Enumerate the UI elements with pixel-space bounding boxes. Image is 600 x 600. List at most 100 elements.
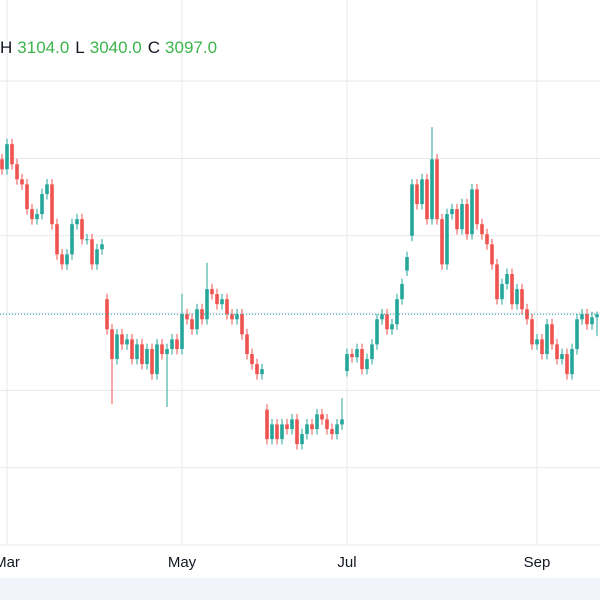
candle-body (380, 314, 384, 320)
candle-body (460, 204, 464, 230)
candle-body (590, 317, 594, 325)
candle-body (85, 239, 89, 241)
candle-body (555, 344, 559, 360)
candle-body (455, 209, 459, 230)
candle-body (550, 324, 554, 345)
candle-body (470, 189, 474, 235)
candle-body (350, 354, 354, 358)
candle-body (20, 179, 24, 185)
candle-body (120, 334, 124, 345)
candle-body (95, 249, 99, 265)
candle-body (285, 424, 289, 430)
x-tick-label: May (168, 554, 197, 571)
candle-body (385, 314, 389, 330)
candle-body (210, 289, 214, 295)
candle-body (410, 184, 414, 236)
candle-body (160, 344, 164, 355)
candle-body (560, 354, 564, 360)
candle-body (5, 144, 9, 170)
candle-body (80, 219, 84, 240)
candle-body (290, 419, 294, 430)
candle-body (535, 339, 539, 345)
candle-body (145, 349, 149, 365)
candle-body (55, 224, 59, 255)
candle-body (370, 344, 374, 360)
ohlc-key: L (75, 38, 85, 57)
candle-body (360, 349, 364, 370)
candle-body (205, 289, 209, 320)
candle-body (140, 344, 144, 365)
candle-body (320, 414, 324, 420)
candle-body (420, 179, 424, 205)
candle-body (530, 319, 534, 345)
candle-body (155, 344, 159, 375)
candle-body (175, 339, 179, 350)
candle-body (195, 309, 199, 330)
candle-body (255, 364, 259, 375)
candle-body (485, 234, 489, 245)
candle-body (230, 314, 234, 320)
candle-body (30, 209, 34, 220)
candle-body (405, 257, 409, 271)
candle-body (225, 299, 229, 315)
candle-body (135, 344, 139, 360)
candle-body (265, 409, 269, 440)
candle-body (60, 254, 64, 265)
candle-body (90, 239, 94, 265)
candle-body (0, 159, 4, 170)
candle-body (115, 334, 119, 360)
candle-body (220, 299, 224, 305)
candle-body (215, 294, 219, 305)
candle-body (540, 339, 544, 355)
candle-body (415, 184, 419, 205)
candle-body (575, 319, 579, 350)
ohlc-value: 3040.0 (89, 38, 142, 57)
x-tick-label: Jul (337, 554, 356, 571)
candle-body (345, 354, 349, 372)
candle-body (10, 144, 14, 165)
candle-body (65, 254, 69, 265)
candle-body (170, 339, 174, 350)
candle-body (580, 314, 584, 320)
ohlc-header: H 3104.0 L 3040.0 C 3097.0 (0, 38, 223, 58)
candle-body (545, 324, 549, 355)
candle-body (315, 414, 319, 430)
candle-body (480, 224, 484, 235)
candle-body (490, 244, 494, 265)
candle-body (165, 349, 169, 355)
candle-body (300, 434, 304, 445)
candle-body (280, 424, 284, 440)
candle-body (295, 419, 299, 445)
candle-body (75, 219, 79, 225)
candle-body (70, 224, 74, 255)
ohlc-key: H (0, 38, 13, 57)
candle-body (40, 194, 44, 215)
candle-body (185, 314, 189, 320)
candle-body (275, 424, 279, 440)
candle-body (390, 324, 394, 330)
candle-body (435, 159, 439, 220)
candle-body (355, 349, 359, 358)
candle-body (365, 359, 369, 370)
candle-body (340, 419, 344, 425)
footer-bar (0, 578, 600, 600)
candle-body (180, 314, 184, 350)
candle-body (270, 424, 274, 440)
candle-body (475, 189, 479, 225)
candle-body (250, 354, 254, 365)
candle-body (500, 284, 504, 300)
candle-body (190, 319, 194, 330)
candle-body (425, 179, 429, 220)
candle-body (440, 219, 444, 265)
candle-body (330, 429, 334, 435)
candle-body (260, 369, 264, 375)
candle-body (565, 354, 569, 375)
candle-body (45, 184, 49, 195)
candle-body (395, 299, 399, 325)
candle-body (505, 274, 509, 285)
candle-body (495, 264, 499, 300)
candle-body (335, 424, 339, 435)
ohlc-value: 3097.0 (165, 38, 218, 57)
candle-body (50, 184, 54, 225)
